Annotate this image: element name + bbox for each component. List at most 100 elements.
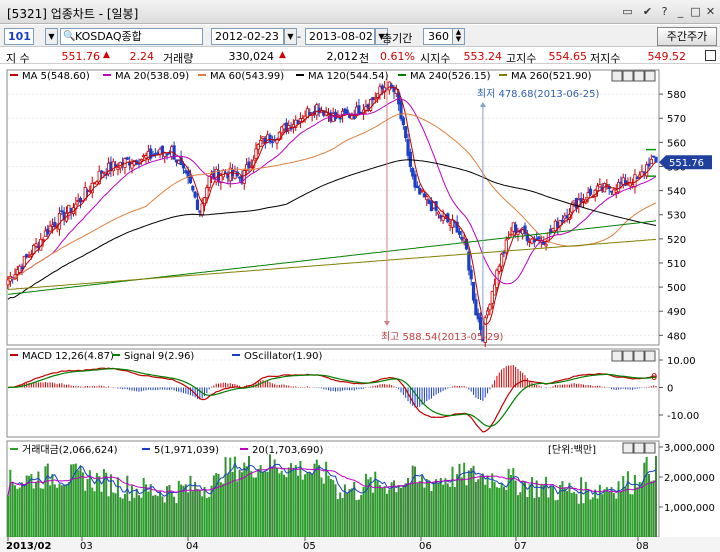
low-annotation: 최저 478.68(2013-06-25)	[477, 88, 600, 100]
current-price-tag	[659, 155, 712, 170]
check-icon[interactable]: ✔	[642, 5, 653, 18]
period-spinner[interactable]: ▲ ▼	[452, 28, 465, 45]
x-tick-label: 04	[186, 541, 199, 552]
volume-bar	[278, 473, 281, 537]
volume-bar	[58, 483, 61, 537]
volume-bar	[636, 487, 639, 537]
candle-body	[408, 151, 412, 167]
weekly-price-button[interactable]: 주간주가	[657, 27, 717, 46]
y-tick-label: 10.00	[667, 356, 696, 367]
volume-bar	[346, 493, 349, 537]
panel-buttons-price[interactable]	[611, 70, 656, 82]
volume-bar	[362, 486, 365, 537]
volume-bar	[166, 486, 169, 537]
candle-body	[376, 93, 380, 98]
y-tick-label: 580	[667, 90, 686, 101]
end-date-input[interactable]: 2013-08-02	[305, 28, 375, 45]
candle-body	[411, 168, 415, 177]
candle-body	[401, 117, 405, 126]
period-input[interactable]: 360	[423, 28, 453, 45]
volume-bar	[205, 497, 208, 537]
candle-body	[83, 187, 87, 201]
candle-body	[48, 225, 52, 232]
volume-bar	[509, 475, 512, 537]
volume-bar	[147, 491, 150, 537]
y-tick-label: 3,000,000	[664, 443, 715, 454]
volume-bar	[594, 489, 597, 537]
volume-bar	[622, 476, 625, 537]
volume-bar	[528, 484, 531, 537]
volume-bar	[39, 488, 42, 537]
volume-bar	[367, 479, 370, 537]
close-button[interactable]: ✕	[705, 5, 716, 18]
candle-body	[219, 173, 223, 184]
volume-bar	[640, 482, 643, 537]
candle-body	[570, 204, 574, 213]
candle-body	[654, 156, 658, 163]
volume-bar	[81, 472, 84, 537]
candle-body	[139, 158, 143, 162]
stock-chart[interactable]: 480490500510520530540550560570580551.76 …	[0, 65, 720, 552]
y-tick-label: 510	[667, 259, 686, 270]
volume-ma-lines	[7, 462, 657, 497]
volume-bar	[484, 484, 487, 537]
volume-bar	[575, 493, 578, 537]
volume-bar	[116, 477, 119, 537]
volume-bar	[25, 475, 28, 537]
volume-bar	[187, 492, 190, 537]
volume-bar	[456, 474, 459, 537]
volume-bar	[46, 463, 49, 537]
minimize-button[interactable]: _	[677, 5, 684, 18]
maximize-button[interactable]: □	[690, 5, 701, 18]
candle-body	[469, 269, 473, 280]
volume-bar	[229, 457, 232, 537]
volume-bar	[647, 473, 650, 537]
help-icon[interactable]: ?	[661, 5, 668, 18]
volume-bar	[392, 480, 395, 537]
start-date-input[interactable]: 2012-02-23	[211, 28, 284, 45]
volume-bars	[7, 454, 657, 537]
volume-bar	[507, 468, 510, 537]
candle-body	[130, 163, 134, 169]
volume-bar	[491, 473, 494, 537]
candle-body	[27, 255, 31, 258]
volume-bar	[388, 489, 391, 537]
y-tick-label: -10.00	[667, 411, 699, 422]
market-code-dropdown[interactable]: ▼	[45, 28, 58, 45]
options-checkbox[interactable]	[705, 50, 716, 61]
volume-bar	[14, 485, 17, 537]
volume-bar	[629, 493, 632, 537]
ma240-line	[7, 220, 657, 295]
volume-bar	[559, 484, 562, 537]
x-tick-label: 03	[80, 541, 93, 552]
volume-bar	[72, 464, 75, 537]
volume-bar	[605, 487, 608, 537]
market-code-input[interactable]: 101	[4, 28, 34, 45]
volume-bar	[446, 483, 449, 537]
candle-body	[586, 192, 590, 199]
volume-bar	[523, 481, 526, 537]
current-price-label: 551.76	[669, 158, 704, 169]
volume-bar	[603, 489, 606, 537]
panel-buttons-macd[interactable]	[611, 350, 656, 362]
candle-body	[125, 157, 129, 160]
volume-bar	[182, 485, 185, 537]
candle-body	[460, 236, 464, 240]
start-date-dropdown[interactable]: ▼	[284, 28, 297, 45]
candle-body	[207, 175, 211, 188]
volume-bar	[170, 492, 173, 537]
market-name-field[interactable]: 🔍 KOSDAQ종합	[60, 28, 203, 45]
volume-bar	[135, 488, 138, 537]
end-date-dropdown[interactable]: ▼	[375, 28, 388, 45]
candle-body	[504, 239, 508, 254]
low-marker-arrow	[479, 102, 486, 107]
volume-bar	[308, 472, 311, 537]
panel-buttons-volume[interactable]	[622, 442, 656, 454]
legend-label: MA 260(521.90)	[511, 71, 592, 82]
legend-label: MACD 12,26(4.87)	[22, 351, 114, 362]
candle-body	[394, 88, 398, 95]
volume-bar	[624, 487, 627, 537]
volume-bar	[425, 479, 428, 537]
volume-bar	[35, 481, 38, 537]
minimize-icon[interactable]: ▭	[622, 5, 633, 18]
